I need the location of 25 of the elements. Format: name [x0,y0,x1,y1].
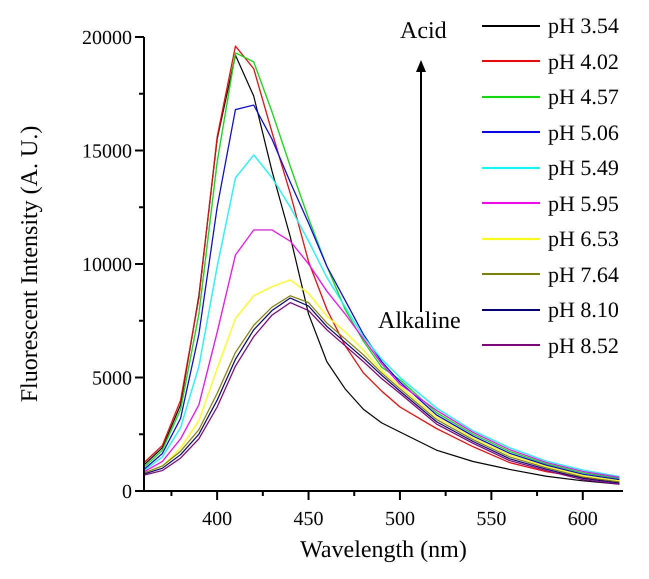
legend-label: pH 3.54 [548,12,619,40]
legend-label: pH 8.10 [548,296,619,324]
x-tick-label: 550 [476,508,506,530]
legend-label: pH 5.49 [548,154,619,182]
legend-label: pH 6.53 [548,225,619,253]
x-tick-label: 500 [384,508,415,530]
x-tick-label: 400 [202,508,232,530]
line-series [144,229,620,478]
y-tick-label: 5000 [92,368,132,390]
y-tick-label: 10000 [82,254,132,276]
y-axis-title: Fluorescent Intensity (A. U.) [17,126,43,402]
y-tick-label: 0 [122,481,132,503]
x-tick-label: 450 [294,508,324,530]
x-tick-label: 600 [568,508,598,530]
y-tick-label: 20000 [82,27,132,49]
legend-label: pH 4.02 [548,48,619,76]
annotation: Acid [400,18,447,45]
legend-label: pH 8.52 [548,332,619,360]
legend-label: pH 4.57 [548,83,619,111]
annotation: Alkaline [378,308,461,335]
legend-label: pH 7.64 [548,260,619,289]
x-axis-title: Wavelength (nm) [300,537,467,563]
legend-label: pH 5.95 [548,190,619,218]
legend-label: pH 5.06 [548,118,619,147]
y-tick-label: 15000 [82,140,132,162]
